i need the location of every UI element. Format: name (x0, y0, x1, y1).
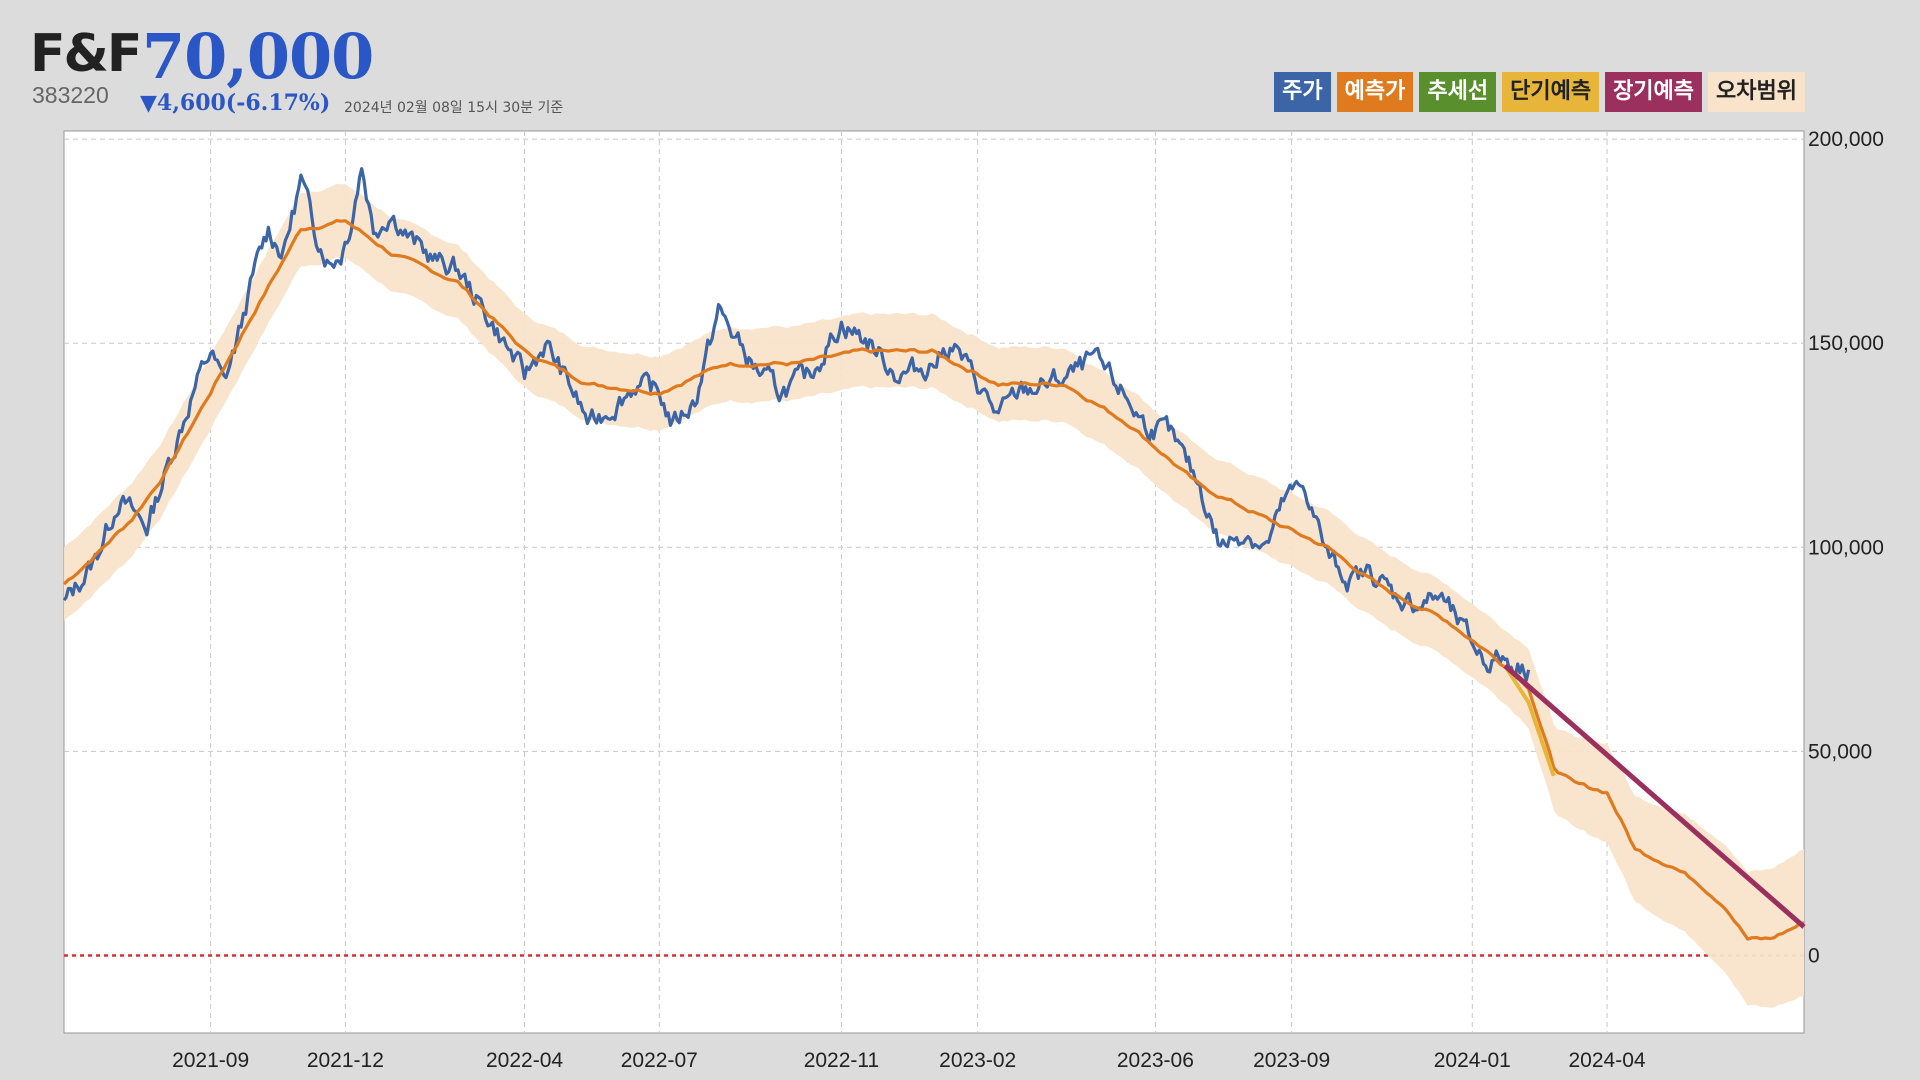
stock-name: F&F (30, 24, 142, 84)
y-tick-label: 0 (1808, 944, 1820, 967)
x-axis: 2021-09 2021-12 2022-04 2022-07 2022-11 2023-… (172, 1049, 1646, 1072)
error-band-layer (64, 183, 1804, 1008)
stock-price: 70,000 (142, 20, 374, 93)
legend-item-error-band[interactable]: 오차범위 (1708, 72, 1805, 112)
long-term-forecast (1503, 663, 1806, 929)
legend-item-short-term[interactable]: 단기예측 (1502, 72, 1600, 112)
y-axis: 0 50,000 100,000 150,000 200,000 (1808, 128, 1884, 967)
y-tick-label: 200,000 (1808, 128, 1884, 151)
legend-item-trend[interactable]: 추세선 (1419, 72, 1497, 112)
stock-code: 383220 (32, 82, 109, 108)
y-tick-label: 50,000 (1808, 740, 1872, 763)
timestamp: 2024년 02월 08일 15시 30분 기준 (344, 100, 564, 116)
y-tick-label: 100,000 (1808, 536, 1884, 559)
x-tick-label: 2021-09 (172, 1049, 249, 1072)
error-band (64, 183, 1804, 1008)
series-layer (62, 167, 1806, 941)
y-tick-label: 150,000 (1808, 332, 1884, 355)
legend: 주가 예측가 추세선 단기예측 장기예측 오차범위 (1274, 72, 1805, 112)
price-change: ▼4,600(-6.17%) (140, 90, 331, 116)
legend-item-prediction[interactable]: 예측가 (1336, 72, 1414, 112)
x-tick-label: 2024-04 (1569, 1049, 1646, 1072)
x-tick-label: 2022-04 (486, 1049, 563, 1072)
x-tick-label: 2023-02 (939, 1049, 1016, 1072)
x-tick-label: 2022-07 (621, 1049, 698, 1072)
plot-area (63, 130, 1805, 1034)
price-series (62, 167, 1531, 682)
x-tick-label: 2021-12 (307, 1049, 384, 1072)
legend-item-price[interactable]: 주가 (1274, 72, 1331, 112)
short-term-forecast (1503, 664, 1556, 777)
x-tick-label: 2022-11 (804, 1049, 880, 1072)
grid (64, 131, 1804, 1033)
legend-item-long-term[interactable]: 장기예측 (1605, 72, 1703, 112)
x-tick-label: 2024-01 (1434, 1049, 1511, 1072)
x-tick-label: 2023-06 (1117, 1049, 1194, 1072)
x-tick-label: 2023-09 (1253, 1049, 1330, 1072)
